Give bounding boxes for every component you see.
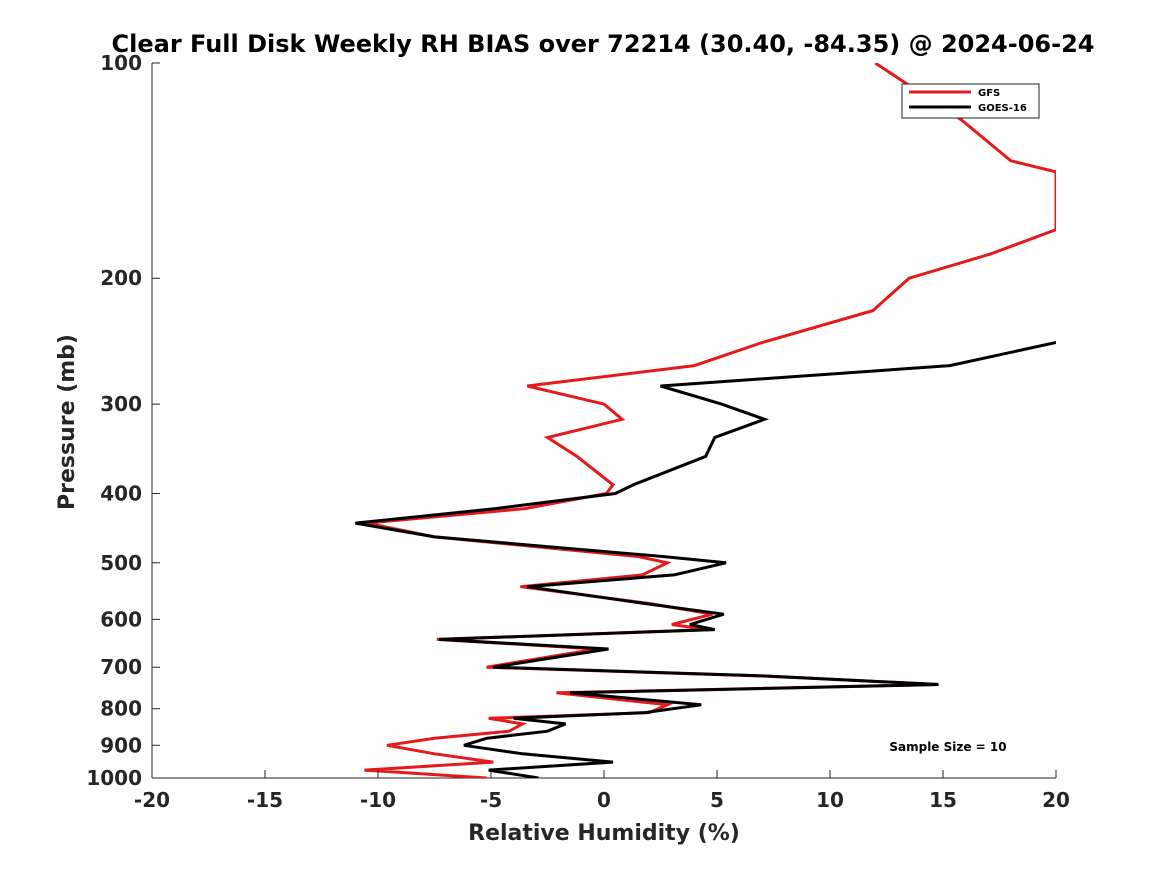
x-tick-label: 5 (710, 788, 724, 812)
legend: GFS GOES-16 (901, 83, 1040, 119)
y-tick-label: 200 (100, 266, 142, 290)
x-tick-label: 10 (816, 788, 844, 812)
y-tick-label: 300 (100, 392, 142, 416)
x-tick-label: -20 (134, 788, 170, 812)
y-tick-label: 600 (100, 607, 142, 631)
x-tick-label: -10 (360, 788, 396, 812)
y-ticks: 100 200 300 400 500 600 700 800 900 1000 (86, 51, 160, 790)
x-ticks: -20 -15 -10 -5 0 5 10 15 20 (134, 770, 1070, 812)
series-layer (355, 63, 1056, 778)
x-tick-label: -5 (480, 788, 502, 812)
x-tick-label: 15 (929, 788, 957, 812)
chart-title: Clear Full Disk Weekly RH BIAS over 7221… (112, 30, 1095, 58)
legend-box (901, 83, 1040, 119)
series-line-gfs (364, 63, 1056, 778)
x-tick-label: 0 (597, 788, 611, 812)
y-tick-label: 400 (100, 481, 142, 505)
y-tick-label: 100 (100, 51, 142, 75)
x-tick-label: 20 (1042, 788, 1070, 812)
x-tick-label: -15 (247, 788, 283, 812)
y-tick-label: 800 (100, 697, 142, 721)
sample-size-annotation: Sample Size = 10 (889, 740, 1006, 754)
x-axis-label: Relative Humidity (%) (468, 821, 740, 846)
y-axis-label: Pressure (mb) (55, 334, 80, 510)
y-tick-label: 900 (100, 733, 142, 757)
plot-area: -20 -15 -10 -5 0 5 10 15 20 100 200 300 400 500 600 70… (86, 51, 1070, 812)
y-tick-label: 700 (100, 655, 142, 679)
series-line-goes-16 (355, 341, 1056, 778)
y-tick-label: 1000 (86, 766, 142, 790)
legend-label-gfs: GFS (978, 88, 1000, 99)
legend-label-goes16: GOES-16 (978, 103, 1027, 114)
y-tick-label: 500 (100, 551, 142, 575)
